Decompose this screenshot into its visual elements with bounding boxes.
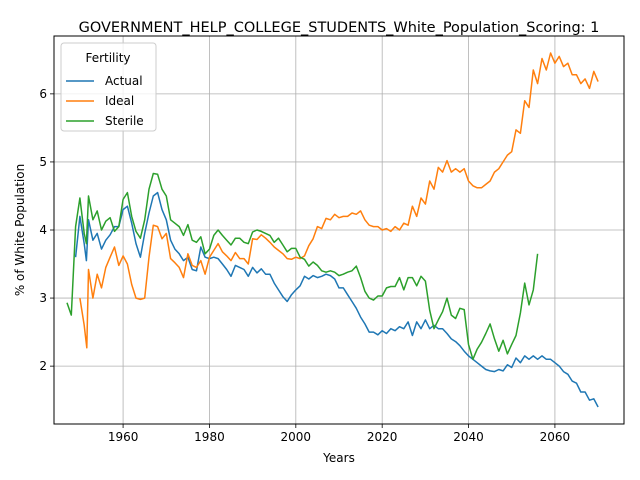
x-tick-label: 2020 <box>367 430 398 444</box>
legend-title: Fertility <box>85 51 130 65</box>
series-lines <box>66 52 599 408</box>
y-tick-label: 5 <box>39 155 47 169</box>
legend: Fertility Actual Ideal Sterile <box>60 42 157 132</box>
grid-lines <box>54 36 624 424</box>
y-tick-label: 2 <box>39 359 47 373</box>
x-tick-label: 2040 <box>453 430 484 444</box>
legend-label-actual: Actual <box>105 74 143 88</box>
y-tick-label: 4 <box>39 223 47 237</box>
x-axis-ticks: 1960 1980 2000 2020 2040 2060 <box>108 424 570 444</box>
x-tick-label: 1960 <box>108 430 139 444</box>
legend-box <box>60 42 157 132</box>
y-tick-label: 3 <box>39 291 47 305</box>
y-tick-label: 6 <box>39 87 47 101</box>
y-axis-label: % of White Population <box>13 164 27 296</box>
legend-entries: Actual Ideal Sterile <box>66 74 144 128</box>
legend-label-sterile: Sterile <box>105 114 144 128</box>
legend-label-ideal: Ideal <box>105 94 134 108</box>
series-line-ideal <box>79 52 599 349</box>
y-axis-ticks: 2 3 4 5 6 <box>39 87 54 373</box>
x-tick-label: 1980 <box>194 430 225 444</box>
x-tick-label: 2000 <box>281 430 312 444</box>
chart-title: GOVERNMENT_HELP_COLLEGE_STUDENTS_White_P… <box>79 20 600 36</box>
x-tick-label: 2060 <box>540 430 571 444</box>
x-axis-label: Years <box>322 451 355 465</box>
series-line-actual <box>74 191 599 408</box>
series-line-sterile <box>66 172 539 361</box>
